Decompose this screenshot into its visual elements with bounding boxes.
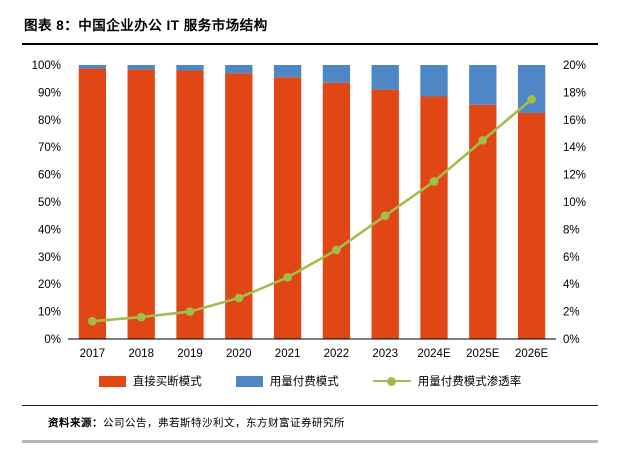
svg-text:60%: 60% (38, 170, 61, 182)
svg-text:2021: 2021 (275, 348, 301, 360)
svg-text:4%: 4% (563, 279, 580, 291)
legend-label-direct-buyout: 直接买断模式 (132, 376, 202, 388)
svg-text:2020: 2020 (226, 348, 252, 360)
legend-swatch-usage-pay (235, 375, 263, 387)
figure-title: 图表 8：中国企业办公 IT 服务市场结构 (24, 18, 268, 33)
bottom-divider (22, 440, 598, 443)
svg-text:80%: 80% (38, 115, 61, 127)
svg-text:10%: 10% (38, 307, 61, 319)
svg-text:16%: 16% (563, 115, 586, 127)
svg-text:2018: 2018 (128, 348, 154, 360)
stacked-bar-line-chart: 0% 10% 20% 30% 40% 50% 60% 70% 80% 90% 100% 0% 2% 4% 6… (32, 60, 586, 360)
svg-text:20%: 20% (563, 60, 586, 72)
svg-text:12%: 12% (563, 170, 586, 182)
svg-text:14%: 14% (563, 142, 586, 154)
svg-text:2026E: 2026E (515, 348, 549, 360)
source-text: 公司公告，弗若斯特沙利文，东方财富证券研究所 (103, 417, 345, 429)
svg-text:2017: 2017 (80, 348, 106, 360)
figure-header: 图表 8：中国企业办公 IT 服务市场结构 (22, 10, 598, 45)
svg-text:70%: 70% (38, 142, 61, 154)
source-label: 资料来源： (48, 417, 103, 429)
svg-text:2%: 2% (563, 307, 580, 319)
svg-text:0%: 0% (44, 334, 61, 346)
svg-text:50%: 50% (38, 197, 61, 209)
legend-label-usage-pay: 用量付费模式 (269, 376, 339, 388)
svg-text:30%: 30% (38, 252, 61, 264)
legend-item-usage-pay: 用量付费模式 (235, 373, 339, 389)
legend-swatch-direct-buyout (98, 375, 126, 387)
chart-legend: 直接买断模式 用量付费模式 用量付费模式渗透率 (22, 373, 598, 389)
legend-swatch-penetration (372, 375, 411, 387)
svg-text:20%: 20% (38, 279, 61, 291)
svg-text:0%: 0% (563, 334, 580, 346)
legend-item-direct-buyout: 直接买断模式 (98, 373, 202, 389)
chart-area: 0% 10% 20% 30% 40% 50% 60% 70% 80% 90% 100% 0% 2% 4% 6… (22, 57, 598, 389)
svg-text:2019: 2019 (177, 348, 203, 360)
svg-text:18%: 18% (563, 87, 586, 99)
svg-text:2024E: 2024E (417, 348, 451, 360)
svg-text:90%: 90% (38, 87, 61, 99)
figure-footer: 资料来源：公司公告，弗若斯特沙利文，东方财富证券研究所 (22, 405, 598, 437)
svg-text:2023: 2023 (372, 348, 398, 360)
svg-text:8%: 8% (563, 224, 580, 236)
svg-text:2022: 2022 (324, 348, 350, 360)
svg-text:10%: 10% (563, 197, 586, 209)
svg-text:6%: 6% (563, 252, 580, 264)
svg-text:100%: 100% (32, 60, 61, 72)
svg-text:40%: 40% (38, 224, 61, 236)
legend-label-penetration: 用量付费模式渗透率 (417, 376, 522, 388)
svg-text:2025E: 2025E (466, 348, 500, 360)
legend-item-penetration-rate: 用量付费模式渗透率 (372, 373, 522, 389)
